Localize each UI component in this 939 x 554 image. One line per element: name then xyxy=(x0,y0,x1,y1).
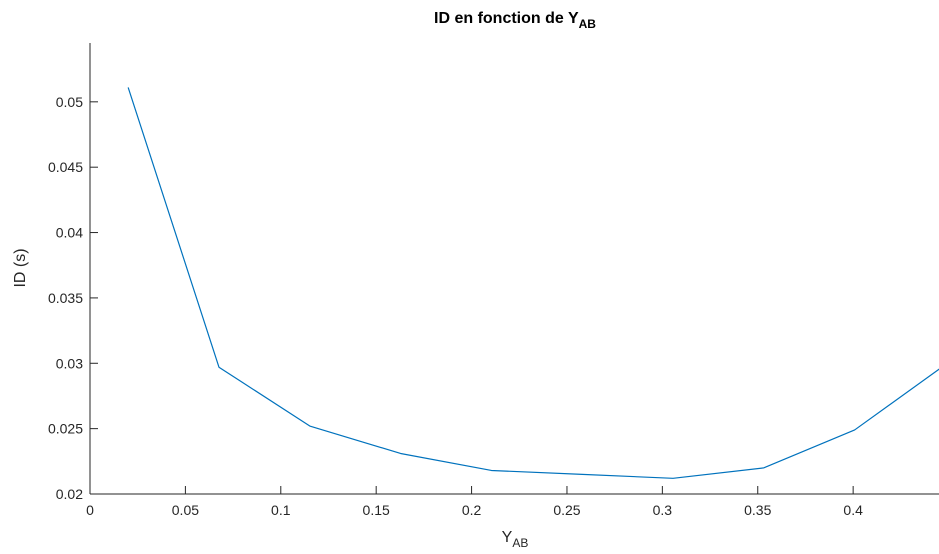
y-tick-label: 0.025 xyxy=(48,421,83,437)
x-axis-ticks: 0 0.05 0.1 0.15 0.2 0.25 0.3 0.35 0.4 xyxy=(86,486,863,518)
x-tick-label: 0.3 xyxy=(653,502,673,518)
x-tick-label: 0.05 xyxy=(172,502,199,518)
chart-title-subscript: AB xyxy=(579,17,597,31)
y-axis-ticks: 0.02 0.025 0.03 0.035 0.04 0.045 0.05 xyxy=(48,94,98,502)
y-tick-label: 0.03 xyxy=(56,355,83,371)
x-tick-label: 0.15 xyxy=(363,502,390,518)
series-layer xyxy=(127,87,939,479)
x-tick-label: 0.2 xyxy=(462,502,482,518)
y-tick-label: 0.035 xyxy=(48,290,83,306)
x-axis-label-main: Y xyxy=(502,529,513,546)
x-tick-label: 0 xyxy=(86,502,94,518)
y-tick-label: 0.04 xyxy=(56,225,83,241)
plot-area xyxy=(90,43,939,494)
x-axis-label: YAB xyxy=(502,529,529,550)
x-tick-label: 0.4 xyxy=(843,502,863,518)
series-line xyxy=(127,87,939,479)
y-axis-label: ID (s) xyxy=(12,248,29,287)
chart-title-main: ID en fonction de Y xyxy=(434,10,579,27)
chart-title: ID en fonction de YAB xyxy=(434,10,596,31)
y-tick-label: 0.02 xyxy=(56,486,83,502)
y-tick-label: 0.045 xyxy=(48,159,83,175)
x-tick-label: 0.1 xyxy=(271,502,291,518)
x-axis-label-subscript: AB xyxy=(512,536,528,550)
x-tick-label: 0.25 xyxy=(553,502,580,518)
y-tick-label: 0.05 xyxy=(56,94,83,110)
x-tick-label: 0.35 xyxy=(744,502,771,518)
